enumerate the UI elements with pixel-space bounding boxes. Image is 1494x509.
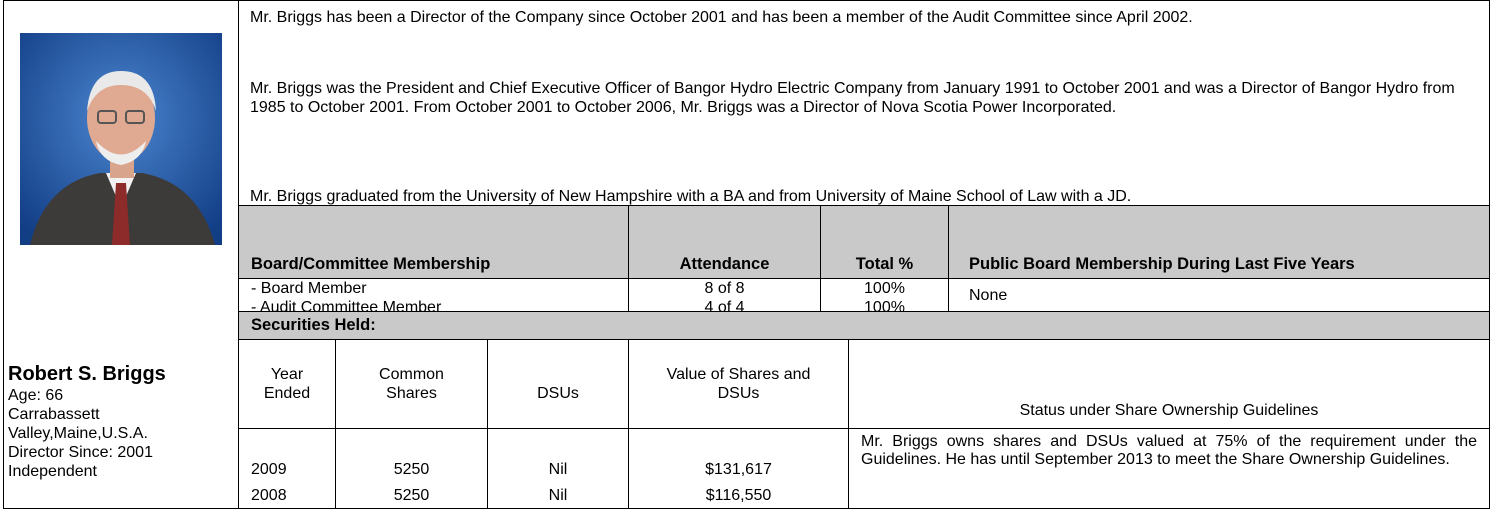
year: 2009 bbox=[251, 457, 335, 483]
year: 2008 bbox=[251, 483, 335, 509]
dsus-cell: Nil Nil bbox=[487, 428, 629, 509]
dsus: Nil bbox=[488, 483, 628, 509]
value: $131,617 bbox=[629, 457, 848, 483]
status: Mr. Briggs owns shares and DSUs valued a… bbox=[848, 428, 1490, 509]
dsus: Nil bbox=[488, 457, 628, 483]
location: Carrabassett Valley,Maine,U.S.A. bbox=[8, 405, 198, 443]
bio-paragraph: Mr. Briggs was the President and Chief E… bbox=[250, 79, 1486, 117]
shares-cell: 5250 5250 bbox=[335, 428, 488, 509]
independence: Independent bbox=[8, 462, 234, 481]
securities-title: Securities Held: bbox=[238, 311, 1490, 340]
attendance-cell: 8 of 8 4 of 4 bbox=[628, 278, 821, 312]
value: $116,550 bbox=[629, 483, 848, 509]
public-boards: None bbox=[948, 278, 1490, 312]
profile: Robert S. Briggs Age: 66 Carrabassett Va… bbox=[8, 362, 234, 481]
header-cell: Total % bbox=[820, 205, 949, 279]
header-cell: Public Board Membership During Last Five… bbox=[948, 205, 1490, 279]
total: 100% bbox=[821, 279, 948, 298]
page: Robert S. Briggs Age: 66 Carrabassett Va… bbox=[0, 0, 1494, 509]
header-cell: DSUs bbox=[487, 339, 629, 429]
attendance: 8 of 8 bbox=[629, 279, 820, 298]
header-cell: Attendance bbox=[628, 205, 821, 279]
header-cell: Board/Committee Membership bbox=[238, 205, 629, 279]
director-since: Director Since: 2001 bbox=[8, 443, 234, 462]
age: Age: 66 bbox=[8, 386, 234, 405]
year-cell: 2009 2008 bbox=[238, 428, 336, 509]
common-shares: 5250 bbox=[336, 457, 487, 483]
common-shares: 5250 bbox=[336, 483, 487, 509]
header-cell: Year Ended bbox=[238, 339, 336, 429]
photo bbox=[20, 33, 222, 245]
header-cell: Value of Shares and DSUs bbox=[628, 339, 849, 429]
value-cell: $131,617 $116,550 bbox=[628, 428, 849, 509]
header-cell: Common Shares bbox=[335, 339, 488, 429]
bio-paragraph: Mr. Briggs has been a Director of the Co… bbox=[250, 8, 1486, 27]
membership: - Board Member bbox=[251, 279, 628, 298]
bio-paragraph: Mr. Briggs graduated from the University… bbox=[250, 187, 1486, 206]
membership-cell: - Board Member - Audit Committee Member bbox=[238, 278, 629, 312]
name: Robert S. Briggs bbox=[8, 362, 234, 386]
total-cell: 100% 100% bbox=[820, 278, 949, 312]
header-cell: Status under Share Ownership Guidelines bbox=[848, 339, 1490, 429]
